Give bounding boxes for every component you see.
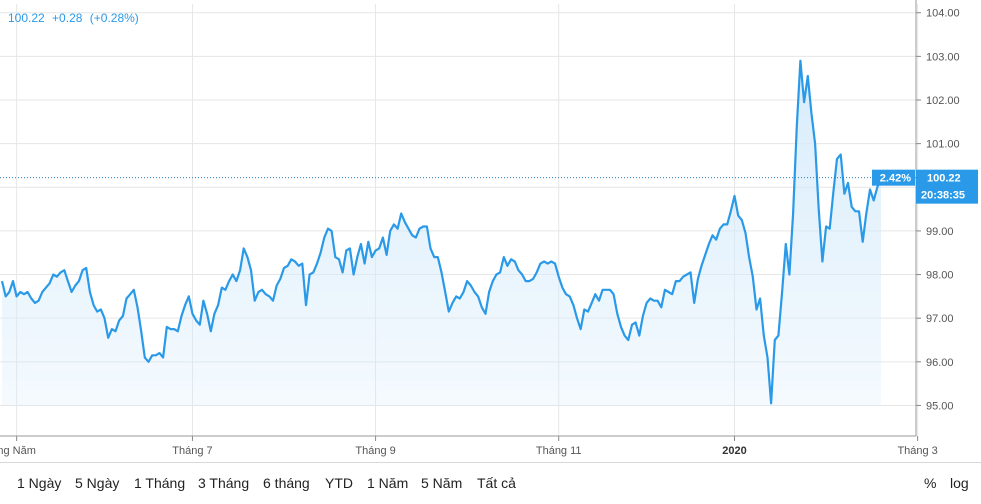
y-axis: 104.00103.00102.00101.00100.0099.0098.00… <box>915 0 960 436</box>
range-all-button[interactable]: Tất cả <box>477 475 516 491</box>
range-3-month-button[interactable]: 3 Tháng <box>198 475 250 491</box>
range-toolbar: 1 Ngày 5 Ngày 1 Tháng 3 Tháng 6 tháng YT… <box>0 462 981 504</box>
x-tick-label: Tháng 3 <box>897 445 937 457</box>
range-1-day-button[interactable]: 1 Ngày <box>17 475 62 491</box>
price-tag: 100.22 <box>927 173 961 185</box>
range-1-year-button[interactable]: 1 Năm <box>367 475 409 491</box>
y-tick-label: 104.00 <box>926 8 960 20</box>
y-tick-label: 102.00 <box>926 95 960 107</box>
time-tag: 20:38:35 <box>921 190 965 202</box>
y-tick-label: 96.00 <box>926 357 954 369</box>
range-ytd-button[interactable]: YTD <box>325 475 353 491</box>
readout-change-pct: (+0.28%) <box>89 11 139 25</box>
y-tick-label: 101.00 <box>926 139 960 151</box>
last-price-tags: 2.42% 100.22 20:38:35 <box>872 169 978 204</box>
readout-price: 100.22 <box>8 11 45 25</box>
x-tick-label: Tháng 9 <box>355 445 395 457</box>
y-tick-label: 98.00 <box>926 270 954 282</box>
y-tick-label: 97.00 <box>926 313 954 325</box>
range-6-month-button[interactable]: 6 tháng <box>263 475 310 491</box>
percent-scale-button[interactable]: % <box>924 475 937 491</box>
range-5-day-button[interactable]: 5 Ngày <box>75 475 120 491</box>
range-1-month-button[interactable]: 1 Tháng <box>134 475 186 491</box>
range-5-year-button[interactable]: 5 Năm <box>421 475 463 491</box>
x-tick-label: 2020 <box>722 445 746 457</box>
price-readout: 100.22 +0.28 (+0.28%) <box>8 11 143 25</box>
pct-tag-bg <box>872 169 915 186</box>
y-tick-label: 95.00 <box>926 400 954 412</box>
series-line <box>0 59 883 405</box>
price-tag-bg <box>916 169 978 204</box>
x-tick-label: ng Năm <box>0 445 36 457</box>
series-area <box>2 60 881 406</box>
readout-change: +0.28 <box>52 11 83 25</box>
x-tick-label: Tháng 7 <box>172 445 212 457</box>
y-tick-label: 103.00 <box>926 51 960 63</box>
y-tick-label: 99.00 <box>926 226 954 238</box>
price-chart[interactable]: 104.00103.00102.00101.00100.0099.0098.00… <box>0 0 981 460</box>
pct-tag: 2.42% <box>880 173 911 185</box>
log-scale-button[interactable]: log <box>950 475 969 491</box>
x-tick-label: Tháng 11 <box>536 445 582 457</box>
chart-canvas[interactable]: 104.00103.00102.00101.00100.0099.0098.00… <box>0 0 981 460</box>
